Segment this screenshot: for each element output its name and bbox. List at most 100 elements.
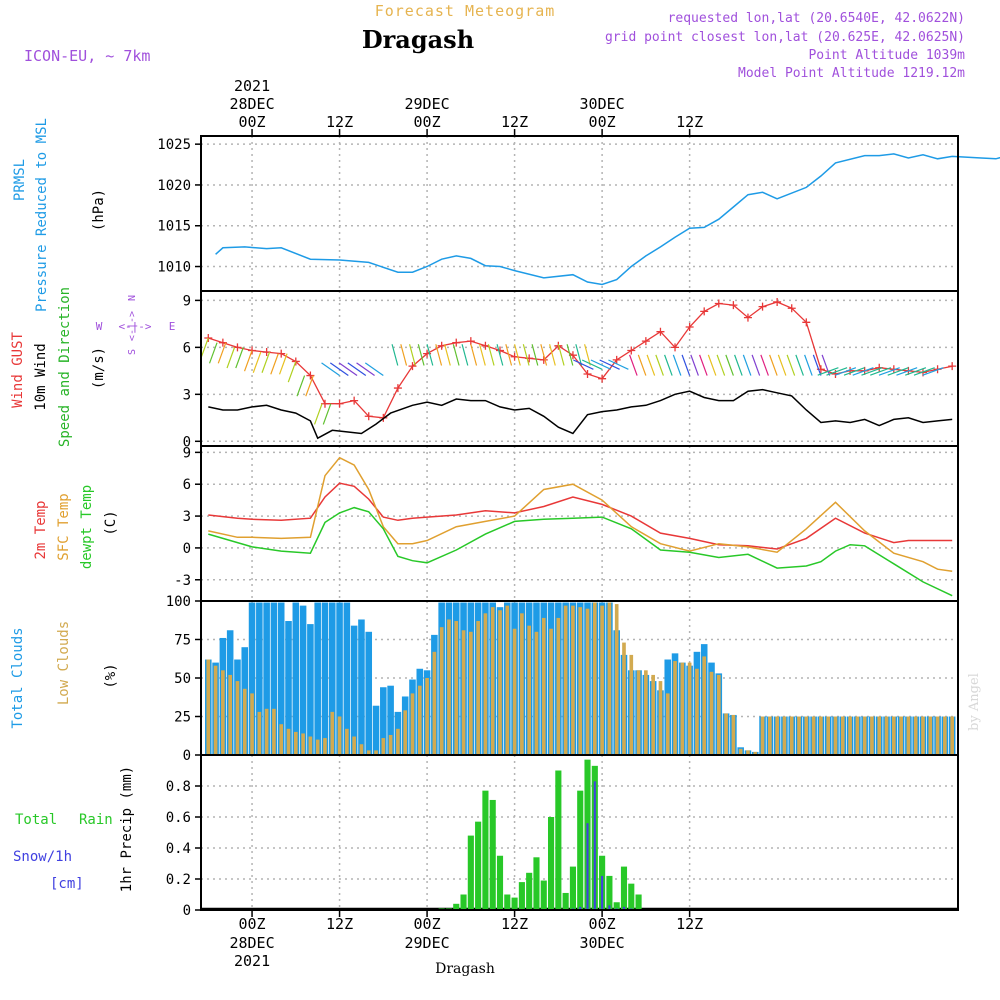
wind-direction-arrow (699, 354, 708, 376)
precip-ytick-label: 0.6 (166, 810, 191, 826)
precip-panel: 0 0.2 0.4 0.6 0.8 (166, 755, 958, 919)
bottom-date-label: 30DEC (580, 934, 625, 952)
low-clouds-bar (490, 607, 495, 755)
wind-direction-arrow (540, 344, 548, 366)
low-clouds-bar (432, 651, 437, 755)
low-clouds-bar (775, 716, 779, 755)
wind-label-2: 10m Wind (33, 343, 49, 410)
low-clouds-bar (454, 621, 459, 755)
wind-direction-arrow (391, 344, 399, 366)
low-clouds-bar (396, 728, 400, 755)
wind-ytick-label: 9 (183, 293, 191, 309)
wind-direction-arrow (573, 359, 594, 370)
wind-direction-arrow (821, 354, 831, 376)
low-clouds-bar (797, 716, 801, 755)
precip-ytick-label: 0.4 (166, 841, 191, 857)
rain-bar (555, 770, 562, 910)
low-clouds-bar (541, 617, 546, 755)
gust-marker (481, 341, 490, 350)
wind-direction-arrow (479, 344, 486, 366)
wind-line (208, 388, 953, 440)
gust-marker (408, 362, 417, 371)
location-title: Dragash (362, 25, 474, 54)
pressure-label-1: PRMSL (12, 159, 28, 201)
low-clouds-bar (600, 605, 604, 755)
wind-direction-arrow (252, 351, 262, 373)
wind-direction-arrow (305, 375, 314, 397)
low-clouds-bar (410, 693, 415, 755)
wind-direction-arrow (338, 362, 358, 377)
temp-panel: -3 0 3 6 9 (174, 445, 958, 601)
pressure-frame (200, 135, 959, 292)
snow-bar (586, 823, 589, 910)
low-clouds-bar (505, 605, 510, 755)
wind-direction-arrow (321, 362, 340, 377)
bottom-time-label: 12Z (326, 915, 353, 933)
clouds-label-1: Total Clouds (10, 627, 26, 728)
low-clouds-bar (235, 681, 240, 755)
rain-bar (540, 880, 547, 910)
model-name: ICON-EU, ~ 7km (24, 47, 150, 65)
low-clouds-bar (563, 605, 568, 755)
low-clouds-bar (469, 631, 473, 755)
wind-direction-arrow (878, 367, 900, 376)
total-clouds-bar (365, 631, 373, 755)
low-clouds-bar (906, 716, 911, 755)
low-clouds-bar (702, 656, 707, 755)
wind-direction-arrow (655, 354, 664, 376)
total-clouds-bar (321, 602, 329, 755)
rain-bar (511, 897, 518, 910)
wind-direction-arrow (852, 367, 874, 376)
low-clouds-bar (928, 716, 933, 755)
temp-unit: (C) (103, 510, 119, 535)
bottom-time-label: 00Z (414, 915, 441, 933)
low-clouds-bar (585, 608, 590, 755)
gust-marker (773, 297, 782, 306)
gust-marker (510, 352, 519, 361)
total-clouds-bar (336, 602, 343, 755)
total-clouds-bar (248, 602, 256, 755)
gust-marker (671, 343, 680, 352)
wind-direction-arrow (452, 344, 460, 366)
gust-marker (948, 362, 957, 371)
wind-direction-arrow (470, 344, 478, 366)
low-clouds-bar (877, 716, 882, 755)
total-clouds-bar (299, 605, 307, 755)
low-clouds-bar (592, 602, 597, 755)
model-altitude: Model Point Altitude 1219.12m (738, 66, 965, 81)
wind-direction-arrow (270, 353, 279, 375)
wind-direction-arrow (887, 367, 909, 376)
gust-marker (598, 374, 607, 383)
pressure-label-2: Pressure Reduced to MSL (34, 118, 50, 312)
bottom-time-label: 12Z (676, 915, 703, 933)
total-clouds-bar (350, 625, 358, 755)
wind-direction-arrow (922, 367, 944, 376)
tsfc-line (208, 456, 953, 573)
gust-marker (233, 343, 242, 352)
wind-label-1: Wind GUST (10, 332, 26, 408)
wind-direction-arrow (435, 344, 443, 366)
rain-bar (504, 894, 511, 910)
wind-direction-arrow (581, 359, 603, 370)
bottom-date-label: 28DEC (229, 934, 274, 952)
wind-direction-arrow (444, 344, 451, 366)
total-clouds-bar (285, 621, 292, 755)
low-clouds-bar (374, 750, 378, 755)
low-clouds-bar (330, 711, 335, 755)
temp-ytick-label: 9 (183, 445, 191, 461)
low-clouds-bar (651, 674, 655, 755)
wind-panel: 0 3 6 9 (183, 291, 958, 450)
rain-bar (620, 866, 628, 910)
low-clouds-bar (242, 688, 247, 755)
precip-ytick-label: 0 (183, 903, 191, 919)
low-clouds-bar (279, 724, 284, 755)
low-clouds-bar (461, 630, 466, 755)
temp-label-2: SFC Temp (56, 493, 72, 560)
snow-bar (608, 905, 611, 910)
clouds-ytick-label: 0 (183, 748, 191, 764)
wind-direction-arrow (905, 367, 927, 376)
wind-direction-arrow (599, 359, 620, 370)
wind-direction-arrow (278, 353, 288, 375)
wind-direction-arrow (514, 344, 521, 366)
top-time-label: 00Z (239, 113, 266, 131)
